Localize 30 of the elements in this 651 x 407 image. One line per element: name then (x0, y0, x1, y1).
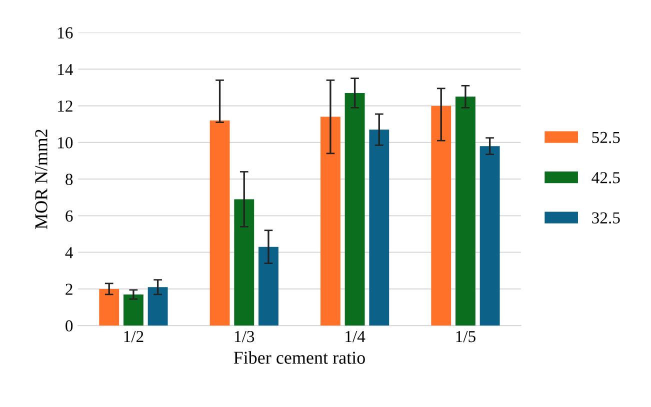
x-tick-label: 1/4 (346, 331, 366, 342)
bar (148, 287, 168, 326)
bar (344, 93, 365, 326)
x-tick-label: 1/3 (234, 330, 254, 342)
x-tick-label: 1/5 (456, 331, 476, 342)
bar (320, 116, 340, 326)
y-axis-title: MOR N/mm2 (35, 130, 48, 229)
y-tick-label: 16 (58, 27, 73, 39)
bar (99, 288, 120, 326)
y-tick-label: 8 (66, 174, 73, 186)
bar (210, 120, 230, 326)
bar (456, 96, 476, 326)
y-tick-label: 10 (58, 137, 73, 148)
y-tick-label: 4 (65, 247, 73, 258)
y-tick-label: 12 (58, 100, 72, 112)
x-tick-label: 1/2 (124, 330, 144, 342)
y-tick-label: 0 (66, 320, 73, 332)
y-tick-label: 6 (66, 210, 73, 222)
legend-label: 42.5 (592, 172, 620, 184)
bar (258, 246, 278, 326)
y-tick-label: 2 (66, 284, 72, 295)
bar (480, 146, 500, 326)
bar (234, 199, 254, 326)
legend-label: 52.5 (592, 132, 620, 144)
x-axis-title: Fiber cement ratio (234, 351, 365, 364)
bar (123, 294, 144, 326)
bar (431, 106, 452, 326)
bar (369, 130, 390, 326)
y-tick-label: 14 (58, 64, 73, 75)
legend-label: 32.5 (592, 212, 620, 224)
